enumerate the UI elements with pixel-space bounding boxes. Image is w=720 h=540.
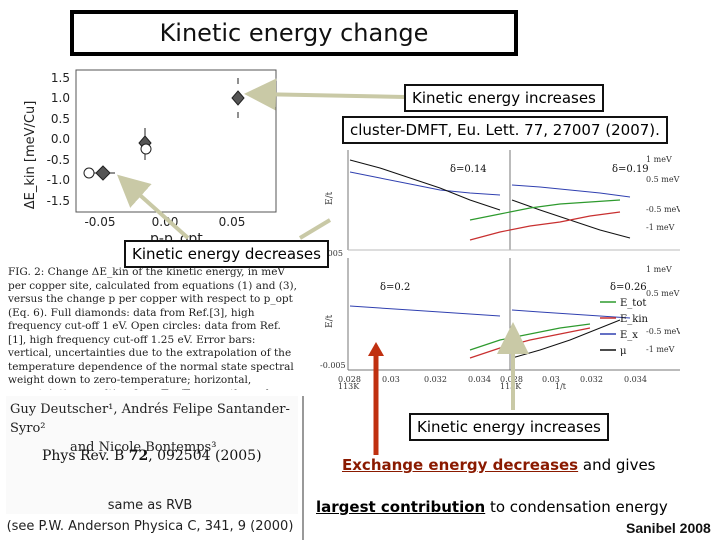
black-series-line bbox=[511, 319, 621, 359]
paper-reference: Phys Rev. B 72, 092504 (2005) bbox=[42, 448, 262, 464]
right-xtick: 0.034 bbox=[624, 375, 647, 384]
left-plot-frame bbox=[75, 69, 277, 213]
right-top-ytick: 1 meV bbox=[646, 155, 672, 164]
right-bottom-ytick: 1 meV bbox=[646, 265, 672, 274]
right-xtick: 0.028 bbox=[338, 375, 361, 384]
right-xtick: 0.032 bbox=[580, 375, 603, 384]
right-bottom-ytick: -1 meV bbox=[646, 345, 675, 354]
right-bottom-ytick: -0.5 meV bbox=[646, 327, 680, 336]
bottom-line-1: Exchange energy decreases and gives bbox=[342, 456, 656, 474]
bottom-line-1-rest: and gives bbox=[578, 456, 656, 474]
reference-volume: 72 bbox=[128, 448, 149, 464]
blue-series-line bbox=[349, 305, 501, 317]
legend-item: E_x bbox=[620, 330, 638, 341]
right-xtick: 0.03 bbox=[542, 375, 560, 384]
right-top-panel: E/t δ=0.14 δ=0.19 0.005 1 meV 0.5 meV -0… bbox=[320, 150, 680, 258]
callout-kinetic-increases-bottom: Kinetic energy increases bbox=[409, 413, 609, 441]
red-series-line bbox=[469, 327, 591, 359]
green-series-line bbox=[469, 323, 591, 351]
blue-series-line bbox=[511, 184, 631, 198]
authors-line: Guy Deutscher¹, Andrés Felipe Santander-… bbox=[10, 402, 290, 436]
right-top-delta-right: δ=0.19 bbox=[612, 164, 649, 175]
paper-panel: Guy Deutscher¹, Andrés Felipe Santander-… bbox=[6, 396, 298, 514]
slide-title: Kinetic energy change bbox=[74, 14, 514, 52]
reference-journal: Phys Rev. B bbox=[42, 448, 129, 464]
right-xtick: 0.034 bbox=[468, 375, 491, 384]
arrow-to-right-plot bbox=[298, 218, 332, 240]
authors: Guy Deutscher¹, Andrés Felipe Santander-… bbox=[10, 400, 298, 457]
left-ytick: -1.0 bbox=[47, 173, 70, 187]
right-xaxis-label: 1/t bbox=[555, 382, 567, 390]
open-circle-point bbox=[83, 167, 95, 179]
conference-logo: Sanibel 2008 bbox=[626, 520, 711, 536]
diamond-point bbox=[231, 90, 245, 106]
right-bottom-ytick: 0.5 meV bbox=[646, 289, 680, 298]
callout-cluster-dmft: cluster-DMFT, Eu. Lett. 77, 27007 (2007)… bbox=[342, 116, 668, 144]
right-top-ytick: -1 meV bbox=[646, 223, 675, 232]
figure-caption: FIG. 2: Change ΔE_kin of the kinetic ene… bbox=[8, 266, 297, 390]
exchange-energy-phrase: Exchange energy decreases bbox=[342, 456, 579, 474]
vertical-separator bbox=[302, 396, 304, 540]
left-plot-yticks: 1.5 1.0 0.5 0.0 -0.5 -1.0 -1.5 bbox=[47, 71, 70, 208]
left-ytick: 1.0 bbox=[51, 91, 70, 105]
title-box: Kinetic energy change bbox=[70, 10, 518, 56]
right-top-ymin: 0.005 bbox=[320, 249, 343, 258]
right-legend: E_tot E_kin E_x μ bbox=[600, 298, 649, 357]
right-bottom-delta-left: δ=0.2 bbox=[380, 282, 410, 293]
right-top-ytick: 0.5 meV bbox=[646, 175, 680, 184]
right-xtick-sub: 113K bbox=[338, 382, 360, 390]
rvb-note: same as RVB (see P.W. Anderson Physica C… bbox=[0, 498, 300, 534]
largest-contribution-phrase: largest contribution bbox=[316, 498, 486, 516]
right-top-ytick: -0.5 meV bbox=[646, 205, 680, 214]
right-top-delta-left: δ=0.14 bbox=[450, 164, 487, 175]
left-plot-ylabel: ΔE_kin [meV/Cu] bbox=[23, 101, 38, 210]
right-bottom-ymin: -0.005 bbox=[320, 361, 346, 370]
left-xtick: -0.05 bbox=[84, 215, 115, 229]
black-series-line bbox=[349, 159, 501, 211]
arrow-to-decrease-point-left bbox=[117, 174, 190, 240]
legend-item: E_kin bbox=[620, 314, 649, 325]
left-ytick: 1.5 bbox=[51, 71, 70, 85]
green-series-line bbox=[469, 199, 621, 221]
bottom-line-2-rest: to condensation energy bbox=[485, 498, 668, 516]
reference-rest: , 092504 (2005) bbox=[148, 448, 262, 464]
left-ytick: 0.5 bbox=[51, 112, 70, 126]
right-bottom-panel: E/t δ=0.2 δ=0.26 -0.005 1 meV 0.5 meV -0… bbox=[320, 258, 680, 390]
left-ytick: -0.5 bbox=[47, 153, 70, 167]
arrow-to-increase-point bbox=[244, 78, 406, 111]
authors-line: and Nicole Bontemps³ bbox=[70, 440, 217, 455]
right-bottom-yaxis: E/t bbox=[325, 314, 335, 328]
open-circle-point bbox=[140, 143, 152, 155]
legend-item: μ bbox=[620, 346, 627, 357]
right-xtick: 0.03 bbox=[382, 375, 400, 384]
left-xtick: 0.05 bbox=[219, 215, 246, 229]
rvb-note-line1: same as RVB bbox=[107, 498, 193, 513]
left-plot-points bbox=[83, 78, 245, 181]
right-xtick: 0.032 bbox=[424, 375, 447, 384]
blue-series-line bbox=[511, 309, 631, 319]
left-ytick: 0.0 bbox=[51, 132, 70, 146]
rvb-note-line2: (see P.W. Anderson Physica C, 341, 9 (20… bbox=[6, 519, 294, 534]
left-ytick: -1.5 bbox=[47, 194, 70, 208]
bottom-line-2: largest contribution to condensation ene… bbox=[316, 498, 668, 516]
callout-kinetic-increases-top: Kinetic energy increases bbox=[404, 84, 604, 112]
blue-series-line bbox=[349, 171, 501, 196]
callout-kinetic-decreases: Kinetic energy decreases bbox=[124, 240, 329, 268]
red-series-line bbox=[469, 211, 621, 241]
legend-item: E_tot bbox=[620, 298, 646, 309]
right-bottom-delta-right: δ=0.26 bbox=[610, 282, 647, 293]
diamond-point bbox=[95, 165, 111, 181]
right-top-yaxis: E/t bbox=[325, 191, 335, 205]
